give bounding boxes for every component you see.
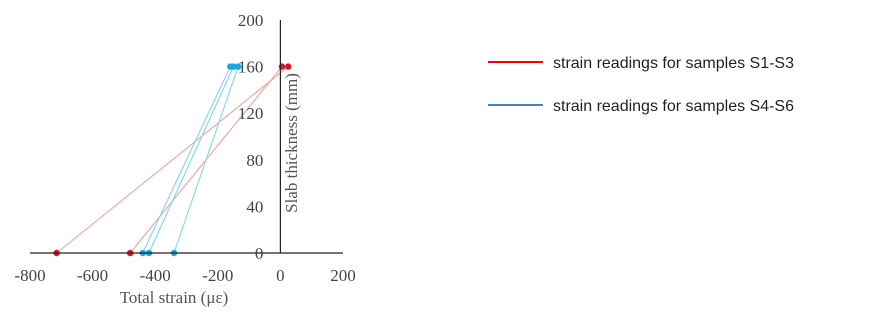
y-tick-label: 0 xyxy=(255,244,264,263)
legend-label-s4-s6: strain readings for samples S4-S6 xyxy=(553,98,794,115)
y-tick-label: 40 xyxy=(246,197,263,216)
y-tick-label: 80 xyxy=(246,151,263,170)
series-1-line xyxy=(56,66,289,254)
series-2-line xyxy=(148,66,234,254)
legend-label-s1-s3: strain readings for samples S1-S3 xyxy=(553,55,794,72)
series-1-point xyxy=(278,63,286,70)
series-2-point xyxy=(234,63,242,70)
x-tick-label: 0 xyxy=(276,266,285,285)
series-2-line xyxy=(173,66,239,254)
y-tick-label: 120 xyxy=(238,104,264,123)
y-tick-label: 200 xyxy=(238,11,264,30)
y-axis-title: Slab thickness (mm) xyxy=(282,73,301,213)
x-tick-label: -400 xyxy=(140,266,171,285)
x-tick-label: -200 xyxy=(202,266,233,285)
x-tick-label: -800 xyxy=(14,266,45,285)
axes-layer xyxy=(30,20,343,254)
ticks-layer: -800 -600 -400 -200 0 200 0 40 80 120 160 200 xyxy=(14,11,355,285)
series-2-point xyxy=(230,63,237,70)
x-tick-label: 200 xyxy=(330,266,356,285)
x-tick-label: -600 xyxy=(77,266,108,285)
y-tick-label: 160 xyxy=(238,58,264,77)
legend: strain readings for samples S1-S3 strain… xyxy=(488,55,794,115)
series-2-line xyxy=(142,66,231,254)
x-axis-title: Total strain (με) xyxy=(120,288,229,307)
series-1-point xyxy=(285,63,292,70)
